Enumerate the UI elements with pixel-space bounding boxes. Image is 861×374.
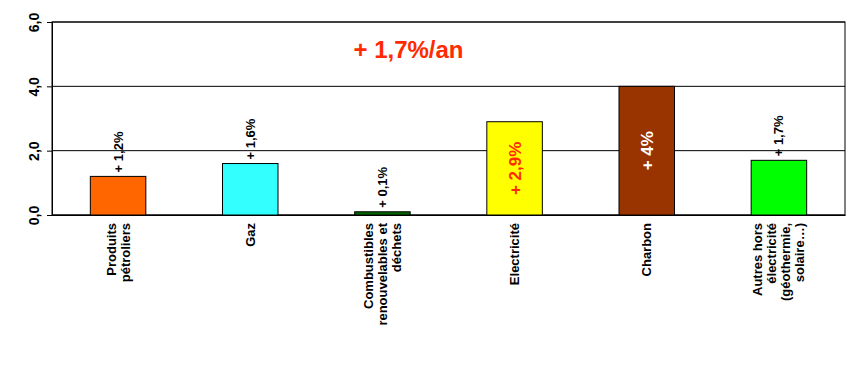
bar bbox=[487, 122, 543, 215]
x-tick-label: Produitspétroliers bbox=[104, 223, 133, 282]
grid-line bbox=[52, 150, 845, 151]
x-tick: Combustiblesrenouvelables etdéchets bbox=[361, 222, 404, 325]
y-tick: 4,0 bbox=[26, 77, 52, 97]
x-tick: Charbon bbox=[639, 223, 654, 277]
bars bbox=[90, 86, 806, 215]
title: + 1,7%/an bbox=[353, 36, 463, 63]
plot-frame bbox=[52, 22, 845, 215]
data-label: + 1,7% bbox=[771, 115, 786, 156]
chart: 0,0 2,0 4,0 6,0 Produitspétroliers Gaz Combust… bbox=[0, 0, 861, 374]
y-axis: 0,0 2,0 4,0 6,0 bbox=[26, 13, 53, 226]
x-tick: Electricité bbox=[507, 223, 522, 285]
y-tick: 2,0 bbox=[26, 141, 52, 161]
x-tick-label: Charbon bbox=[639, 223, 654, 277]
x-tick: Autres horsélectricité(géothermie,solair… bbox=[750, 223, 807, 301]
bar bbox=[90, 176, 146, 215]
plot: 0,0 2,0 4,0 6,0 Produitspétroliers Gaz Combust… bbox=[26, 13, 846, 326]
bar bbox=[619, 86, 675, 215]
y-tick-mark bbox=[47, 151, 52, 152]
bar bbox=[222, 164, 278, 215]
data-label: + 1,6% bbox=[243, 118, 258, 159]
x-tick: Gaz bbox=[243, 223, 258, 247]
x-tick-label: Gaz bbox=[243, 223, 258, 247]
x-tick: Produitspétroliers bbox=[104, 223, 133, 282]
y-tick-label: 4,0 bbox=[26, 77, 42, 97]
y-tick: 0,0 bbox=[26, 206, 52, 226]
x-axis: Produitspétroliers Gaz Combustiblesrenouve… bbox=[53, 216, 846, 326]
y-tick-label: 6,0 bbox=[26, 13, 42, 33]
grid bbox=[52, 22, 845, 215]
y-axis-line bbox=[52, 23, 53, 216]
x-tick-label: Combustiblesrenouvelables etdéchets bbox=[361, 222, 404, 325]
y-tick-mark bbox=[47, 86, 52, 87]
y-tick: 6,0 bbox=[26, 13, 52, 33]
bar bbox=[355, 212, 411, 215]
data-label: + 2,9% bbox=[506, 142, 525, 195]
grid-line bbox=[52, 86, 845, 87]
x-axis-line bbox=[53, 215, 846, 216]
data-label: + 4% bbox=[638, 131, 657, 170]
data-label: + 1,2% bbox=[111, 131, 126, 172]
y-tick-mark bbox=[47, 215, 52, 216]
data-labels: + 1,2% + 1,6% + 0,1% + 2,9% + 4% + 1,7% bbox=[111, 115, 787, 208]
y-tick-label: 0,0 bbox=[26, 206, 42, 226]
x-tick-label: Autres horsélectricité(géothermie,solair… bbox=[750, 223, 807, 301]
y-tick-label: 2,0 bbox=[26, 141, 42, 161]
y-tick-mark bbox=[47, 22, 52, 23]
x-tick-label: Electricité bbox=[507, 223, 522, 285]
bar bbox=[751, 160, 807, 215]
data-label: + 0,1% bbox=[375, 167, 390, 208]
